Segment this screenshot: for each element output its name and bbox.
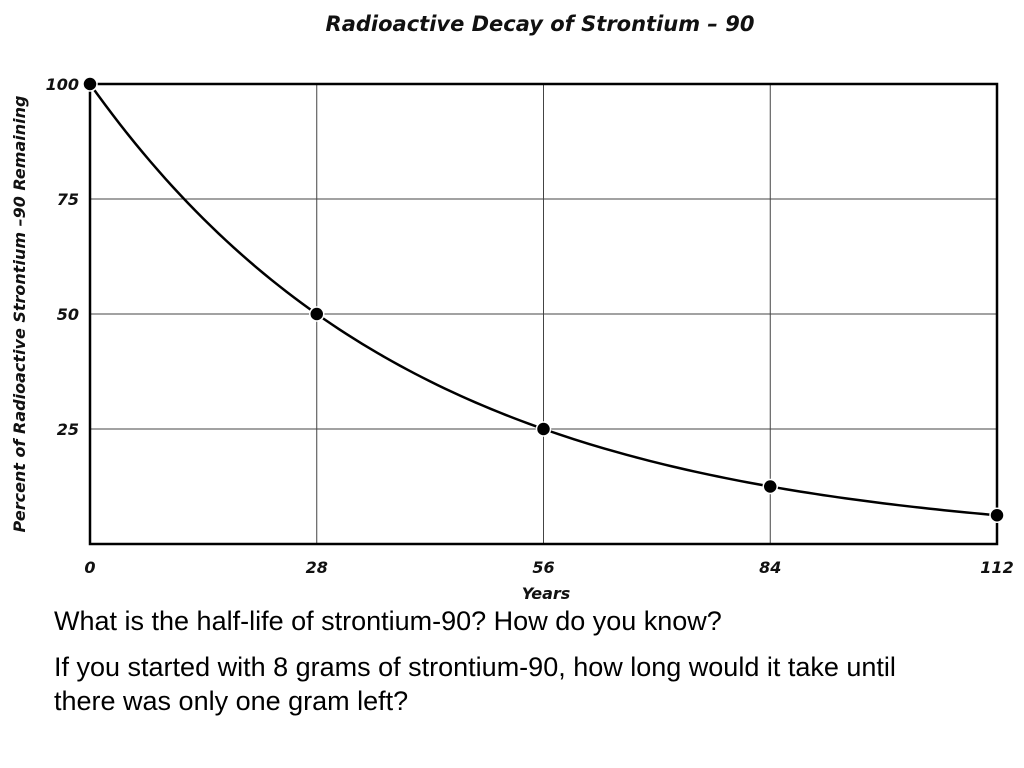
x-tick-labels: 0 28 56 84 112 — [84, 558, 1013, 577]
chart-title: Radioactive Decay of Strontium – 90 — [326, 12, 755, 36]
data-point — [762, 478, 778, 495]
x-tick-label: 0 — [84, 558, 95, 577]
y-tick-label: 25 — [57, 420, 79, 439]
data-point — [535, 421, 552, 437]
question-grams-left: If you started with 8 grams of strontium… — [54, 652, 896, 716]
question-block: What is the half-life of strontium-90? H… — [54, 604, 1004, 730]
data-point — [82, 76, 98, 92]
x-tick-label: 84 — [759, 558, 781, 577]
x-tick-label: 28 — [306, 558, 328, 577]
y-tick-label: 75 — [57, 190, 79, 209]
question-half-life: What is the half-life of strontium-90? H… — [54, 606, 722, 636]
y-tick-label: 50 — [57, 305, 79, 324]
x-tick-label: 56 — [532, 558, 554, 577]
x-tick-label: 112 — [980, 558, 1013, 577]
decay-chart: Radioactive Decay of Strontium – 90 0 28 5… — [10, 12, 1014, 600]
data-point — [989, 507, 1005, 523]
y-tick-labels: 100 75 50 25 — [46, 75, 79, 439]
grid — [90, 84, 997, 544]
y-tick-label: 100 — [46, 75, 79, 94]
plot-frame — [88, 82, 999, 546]
data-points — [82, 76, 1005, 523]
x-axis-label: Years — [522, 584, 571, 600]
data-point — [309, 306, 325, 322]
y-axis-label: Percent of Radioactive Strontium –90 Rem… — [10, 96, 29, 533]
